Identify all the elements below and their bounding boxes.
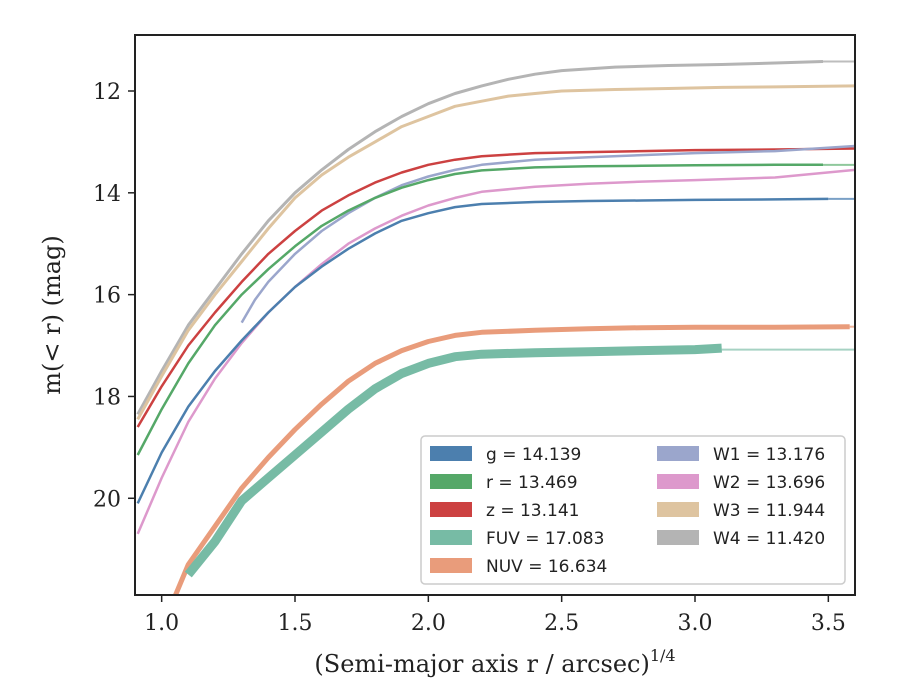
legend-box: [420, 435, 846, 585]
y-tick-label: 16: [93, 284, 121, 309]
legend-swatch: [657, 502, 699, 517]
legend-swatch: [430, 446, 472, 461]
y-tick-label: 20: [93, 487, 121, 512]
y-tick-label: 18: [93, 385, 121, 410]
legend-label: g = 14.139: [486, 445, 581, 465]
y-axis: 12 14 16 18 20: [93, 80, 135, 512]
legend-items: g = 14.139 r = 13.469 z = 13.141 FUV = 17.0…: [430, 445, 825, 577]
y-axis-label: m(< r) (mag): [38, 235, 66, 394]
y-tick-label: 12: [93, 80, 121, 105]
series-line-NUV: [172, 324, 850, 595]
x-axis: 1.0 1.5 2.0 2.5 3.0 3.5: [144, 595, 846, 636]
legend-label: W2 = 13.696: [713, 473, 825, 493]
x-tick-label: 3.0: [678, 611, 713, 636]
legend-swatch: [657, 530, 699, 545]
x-axis-label: (Semi-major axis r / arcsec)1/4: [314, 646, 675, 678]
legend-label: W3 = 11.944: [713, 501, 825, 521]
legend-swatch: [430, 530, 472, 545]
series-line-W3: [136, 84, 855, 421]
x-tick-label: 1.0: [144, 611, 179, 636]
legend-label: FUV = 17.083: [486, 529, 604, 549]
series-line-W1: [240, 144, 855, 324]
legend-swatch: [430, 502, 472, 517]
series-line-W4: [136, 60, 824, 416]
legend-label: z = 13.141: [486, 501, 579, 521]
legend-label: W1 = 13.176: [713, 445, 825, 465]
x-tick-label: 3.5: [811, 611, 846, 636]
x-tick-label: 2.5: [544, 611, 579, 636]
x-tick-label: 2.0: [411, 611, 446, 636]
series-line-FUV: [184, 343, 722, 578]
legend-swatch: [430, 474, 472, 489]
y-tick-label: 14: [93, 182, 121, 207]
plot-frame: [134, 34, 856, 596]
legend-swatch: [657, 474, 699, 489]
series-lines: [136, 60, 855, 595]
asymptote-lines: [721, 60, 855, 351]
legend-label: W4 = 11.420: [713, 529, 825, 549]
legend-swatch: [430, 558, 472, 573]
plot-area: [136, 60, 855, 595]
legend: g = 14.139 r = 13.469 z = 13.141 FUV = 17.0…: [420, 435, 846, 585]
series-line-r: [136, 163, 823, 456]
series-line-g: [136, 197, 829, 504]
x-tick-label: 1.5: [278, 611, 313, 636]
x-axis-label-superscript: 1/4: [650, 646, 676, 665]
series-line-W2: [136, 168, 855, 535]
series-line-z: [136, 147, 855, 428]
legend-swatch: [657, 446, 699, 461]
legend-label: NUV = 16.634: [486, 557, 607, 577]
legend-label: r = 13.469: [486, 473, 578, 493]
